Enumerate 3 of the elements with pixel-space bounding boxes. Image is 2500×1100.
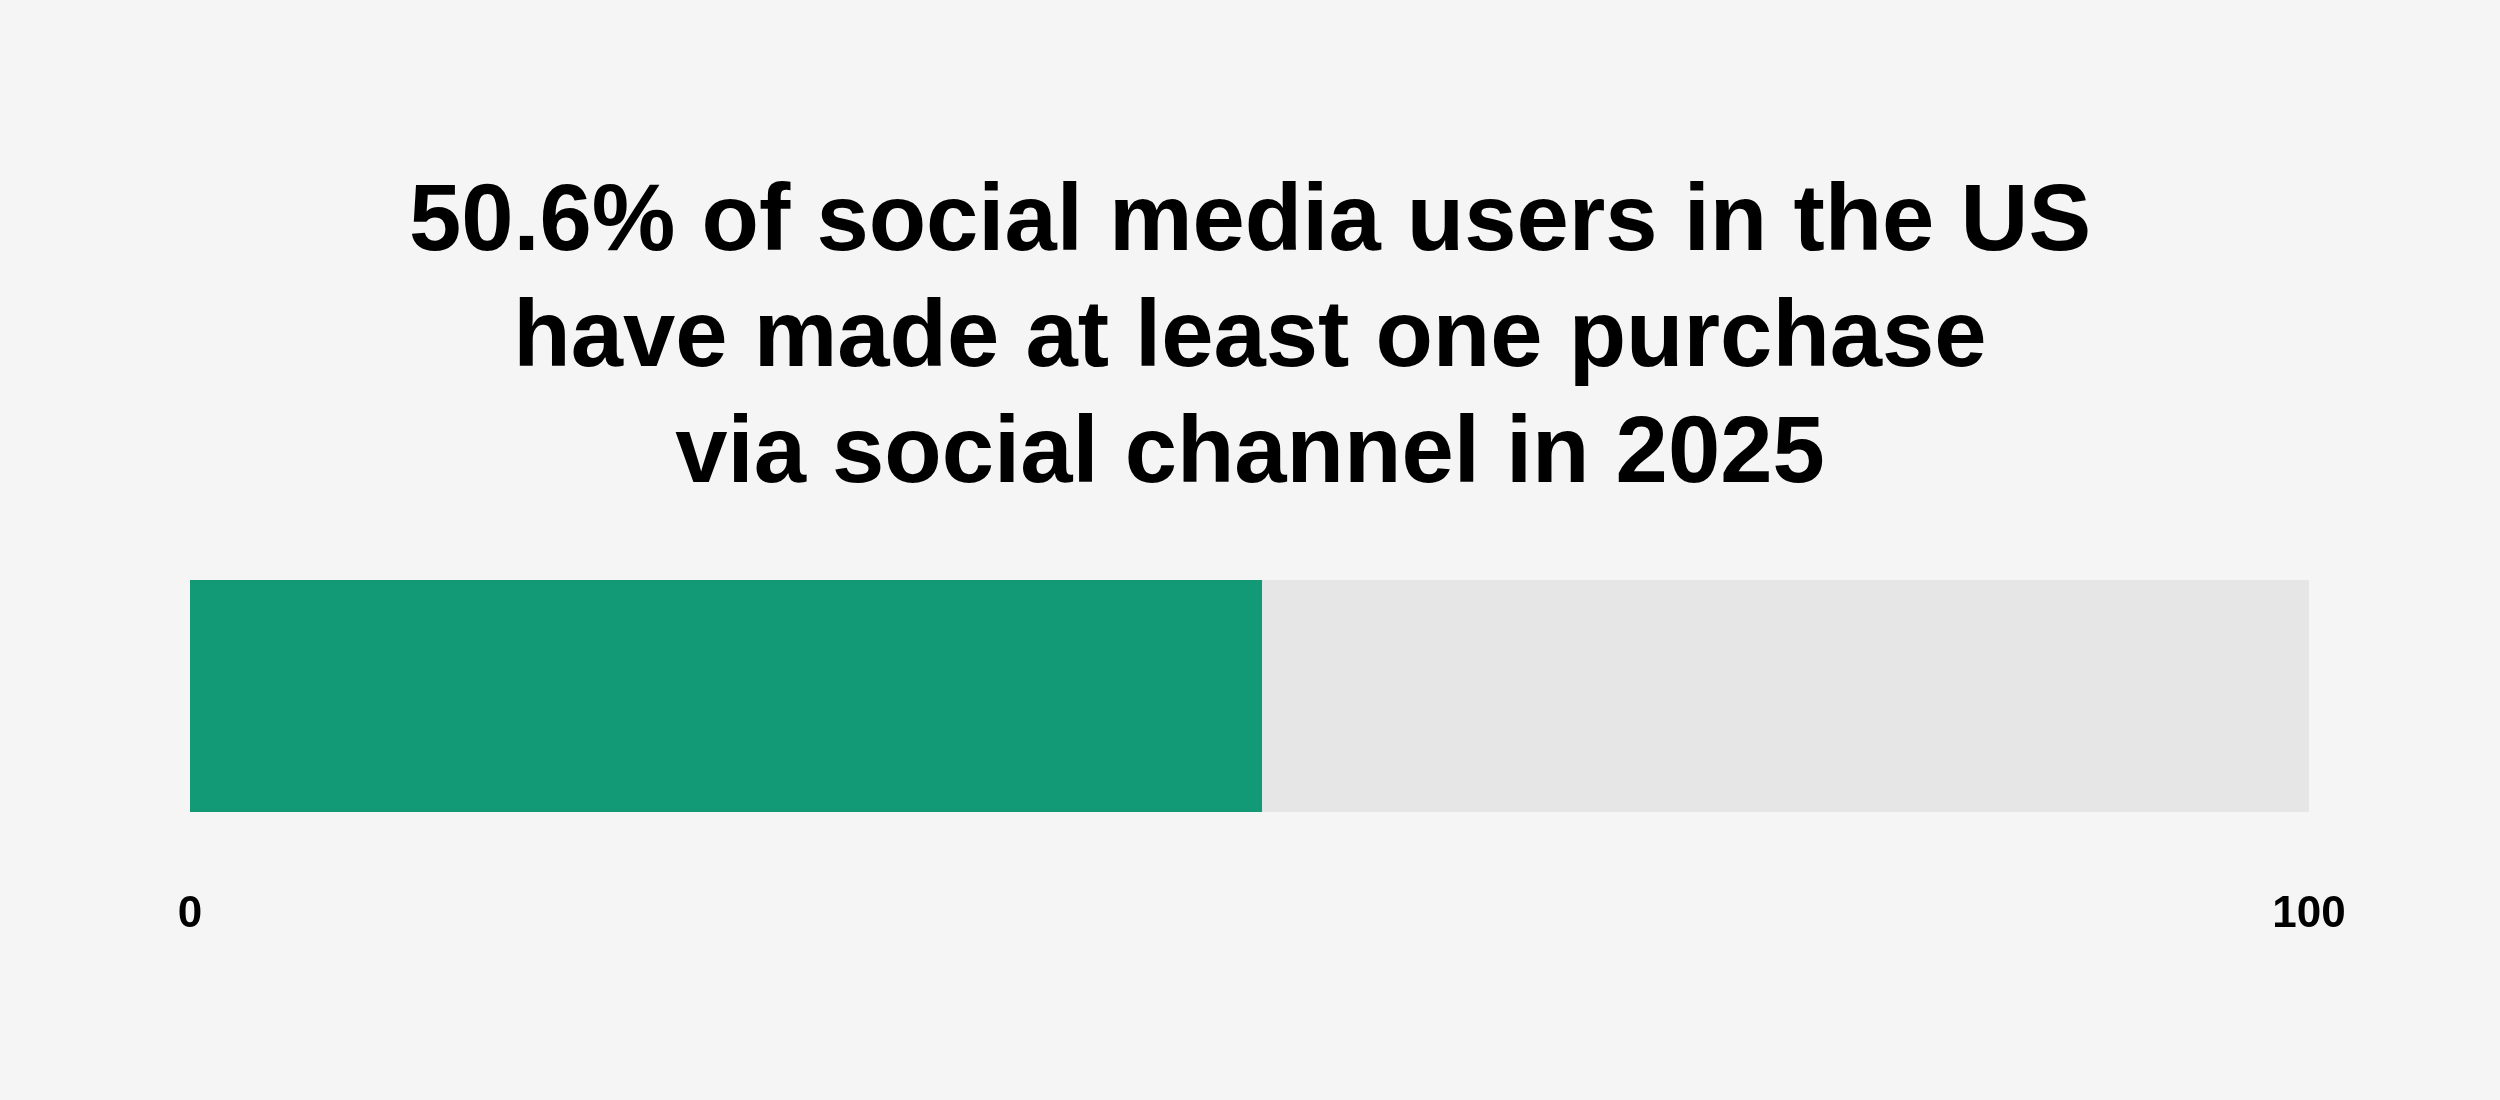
- x-tick-label: 0: [177, 887, 203, 937]
- x-tick-label: 100: [2272, 887, 2346, 937]
- chart-title: 50.6% of social media users in the US have made at least one purchase via social channel in 2025: [407, 164, 2093, 502]
